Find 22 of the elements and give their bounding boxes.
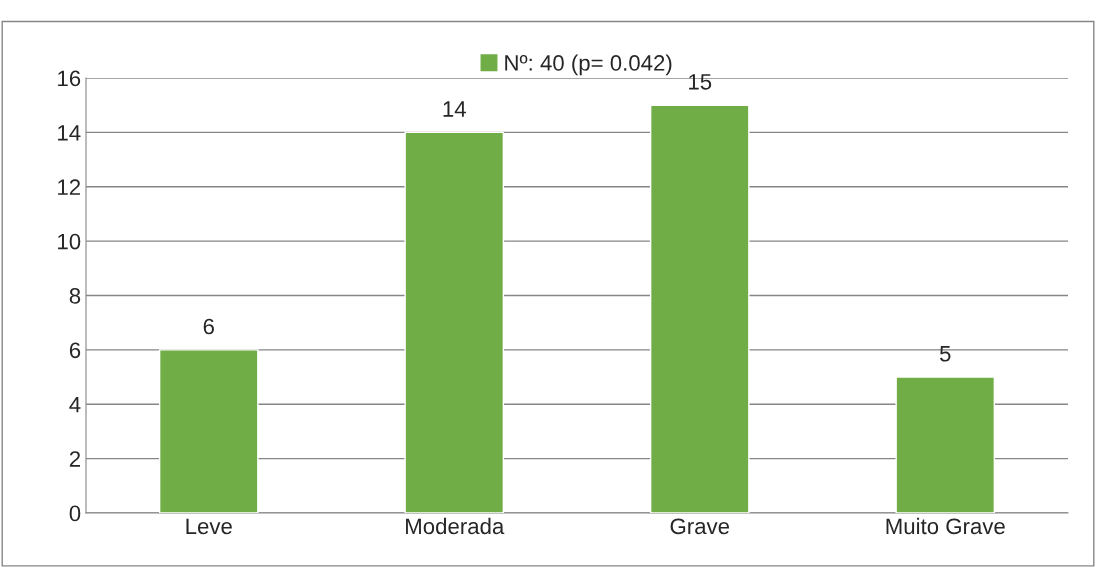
y-tick-label: 10 <box>58 233 81 250</box>
x-tick-label: Moderada <box>406 517 505 535</box>
y-tick-label: 2 <box>69 451 81 467</box>
x-tick-label: Grave <box>670 518 730 535</box>
y-tick-label: 6 <box>69 342 81 359</box>
x-tick-label: Muito Grave <box>886 517 1005 535</box>
y-tick-label: 12 <box>58 179 81 195</box>
y-tick-label: 4 <box>69 397 81 413</box>
y-tick-label: 8 <box>69 288 81 304</box>
bar <box>895 376 996 513</box>
y-tick-label: 16 <box>58 70 81 87</box>
data-label: 14 <box>443 101 466 117</box>
x-tick-label: Leve <box>186 518 232 535</box>
legend-label: Nº: 40 (p= 0.042) <box>505 54 672 76</box>
bar <box>649 104 750 513</box>
bar <box>158 349 259 513</box>
y-tick-label: 0 <box>69 505 81 522</box>
data-label: 15 <box>689 74 712 90</box>
y-tick-label: 14 <box>58 125 81 141</box>
bar <box>404 131 505 513</box>
data-label: 5 <box>939 346 951 362</box>
data-label: 6 <box>203 318 214 335</box>
